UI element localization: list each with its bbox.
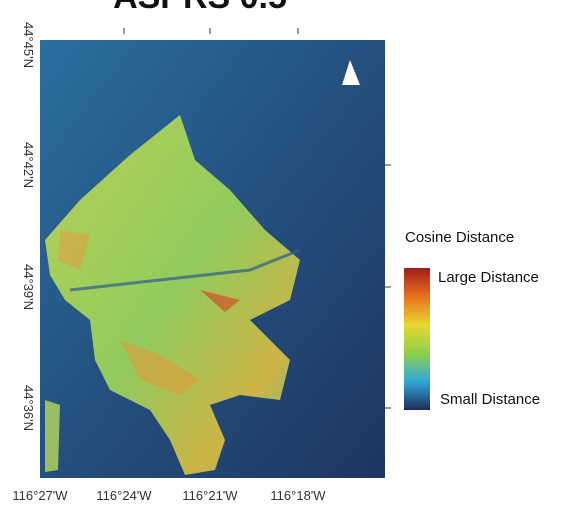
lat-label: 44°36'N [21,385,36,431]
lon-label: 116°27'W [12,488,68,503]
page: ASPRS 0.5 44°45'N 44°42'N 44°39'N 44°36'N 1… [0,0,571,508]
lon-label: 116°18'W [270,488,326,503]
lat-label: 44°42'N [21,142,36,188]
lat-labels: 44°45'N 44°42'N 44°39'N 44°36'N [21,22,36,431]
legend-high: Large Distance [438,269,539,286]
lon-label: 116°24'W [96,488,152,503]
colorbar [404,268,430,410]
title: ASPRS 0.5 [113,0,287,16]
lon-labels: 116°27'W 116°24'W 116°21'W 116°18'W [12,488,326,503]
lat-label: 44°39'N [21,264,36,310]
legend-low: Small Distance [440,391,540,408]
legend-title: Cosine Distance [405,229,514,246]
lon-label: 116°21'W [182,488,238,503]
map [40,40,385,478]
lat-label: 44°45'N [21,22,36,68]
